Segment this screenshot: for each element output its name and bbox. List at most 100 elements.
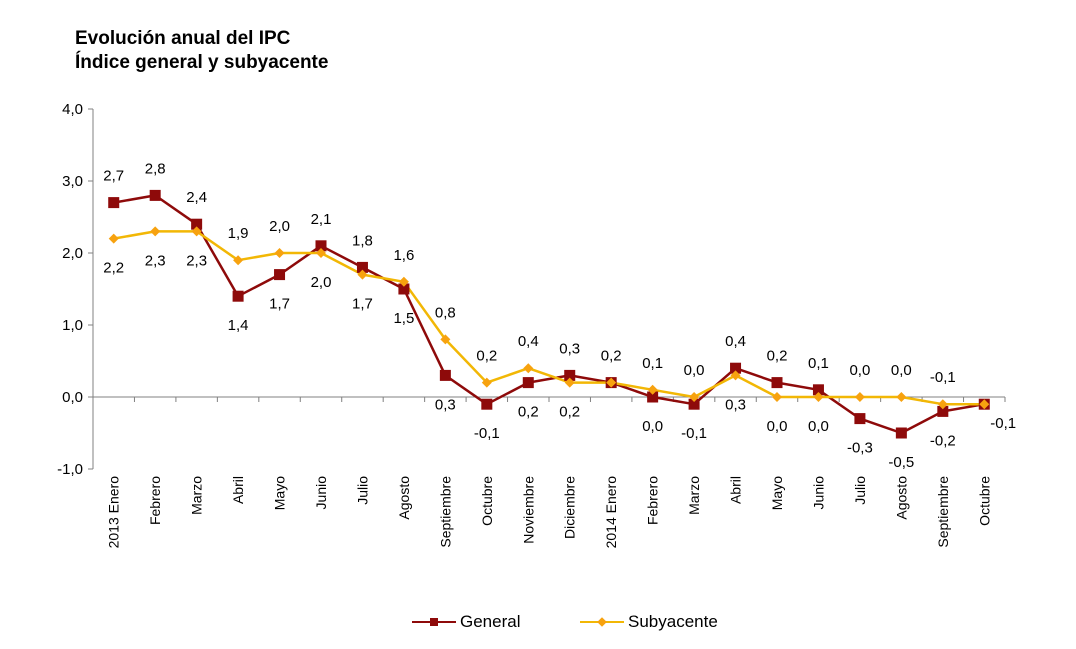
data-point-subyacente (357, 269, 368, 280)
data-label-general: 2,8 (145, 160, 166, 177)
data-point-subyacente (813, 392, 824, 402)
data-label-general: 2,4 (186, 189, 207, 206)
data-label-general: 0,2 (601, 348, 622, 365)
data-label-subyacente: -0,1 (930, 369, 956, 386)
x-tick-label: Febrero (147, 476, 163, 525)
y-tick-label: 4,0 (62, 101, 83, 118)
series-line-general (113, 194, 985, 435)
data-point-subyacente (772, 392, 782, 402)
y-tick-label: -1,0 (57, 461, 83, 478)
legend-label-subyacente: Subyacente (628, 612, 718, 631)
data-point-general (730, 362, 742, 374)
data-point-subyacente (979, 399, 990, 410)
data-label-general: 1,7 (269, 296, 290, 313)
data-label-subyacente: 0,0 (849, 362, 870, 379)
data-point-general (688, 398, 700, 410)
x-tick-label: Julio (852, 476, 868, 505)
data-label-subyacente: 2,3 (186, 252, 207, 269)
x-tick-label: Noviembre (520, 476, 536, 544)
data-label-subyacente: 2,0 (269, 218, 290, 235)
data-label-subyacente: 2,2 (103, 260, 124, 277)
data-label-general: 0,0 (642, 418, 663, 435)
data-point-subyacente (564, 377, 575, 388)
data-label-subyacente: 0,0 (808, 418, 829, 435)
data-label-general: 0,1 (808, 355, 829, 372)
data-point-subyacente (398, 276, 409, 287)
data-point-general (439, 369, 451, 381)
x-tick-label: Abril (728, 476, 744, 504)
data-point-general (191, 218, 203, 230)
x-tick-label: Octubre (976, 476, 992, 526)
data-label-general: -0,2 (930, 432, 956, 449)
data-point-subyacente (316, 248, 326, 258)
data-point-general (481, 398, 493, 410)
x-tick-label: Junio (810, 476, 826, 510)
data-point-subyacente (274, 248, 285, 258)
data-label-general: -0,1 (990, 415, 1016, 432)
data-label-subyacente: 0,2 (476, 348, 497, 365)
axes: 4,0 3,0 2,0 1,0 0,0 -1,0 2013 Enero Febrero Marz… (57, 101, 1006, 549)
data-label-subyacente: 1,9 (228, 225, 249, 242)
diamond-marker-icon (597, 617, 607, 627)
y-tick-label: 2,0 (62, 245, 83, 262)
data-point-subyacente (150, 226, 161, 237)
x-tick-label: Julio (354, 476, 370, 505)
data-point-general (854, 413, 866, 425)
data-point-subyacente (108, 233, 119, 244)
data-point-general (812, 384, 824, 396)
x-tick-label: Febrero (645, 476, 661, 525)
legend-item-subyacente: Subyacente (580, 612, 718, 632)
data-point-subyacente (689, 392, 700, 402)
data-label-general: 2,7 (103, 168, 124, 185)
data-label-general: 1,8 (352, 232, 373, 249)
data-point-subyacente (191, 226, 202, 237)
chart-subtitle: Índice general y subyacente (75, 52, 329, 73)
data-point-general (274, 269, 286, 281)
x-tick-label: Marzo (189, 476, 205, 515)
data-label-general: 1,4 (228, 317, 249, 334)
data-point-general (149, 189, 161, 201)
y-tick-label: 3,0 (62, 173, 83, 190)
data-point-general (108, 197, 120, 209)
y-tick-label: 0,0 (62, 389, 83, 406)
x-tick-label: Mayo (272, 476, 288, 510)
data-point-subyacente (523, 363, 534, 374)
data-label-subyacente: 2,0 (311, 274, 332, 291)
data-label-general: 1,5 (393, 310, 414, 327)
data-label-general: 0,3 (559, 340, 580, 357)
data-labels: 2,7 2,8 2,4 1,4 1,7 2,1 1,8 1,5 0,3 -0,1 0,2 0,3 0,2… (103, 160, 1016, 471)
data-point-general (398, 283, 410, 295)
x-tick-label: Agosto (396, 476, 412, 520)
data-label-general: -0,5 (888, 454, 914, 471)
x-tick-label: Abril (230, 476, 246, 504)
square-marker-icon (430, 618, 438, 626)
data-point-general (315, 240, 327, 252)
data-label-subyacente: 2,3 (145, 252, 166, 269)
x-tick-label: Agosto (893, 476, 909, 520)
data-point-general (895, 427, 907, 439)
x-tick-label: 2014 Enero (603, 476, 619, 549)
series-lines (113, 194, 985, 435)
x-tick-label: 2013 Enero (106, 476, 122, 549)
data-point-subyacente (937, 399, 948, 410)
x-tick-label: Diciembre (562, 476, 578, 539)
data-point-subyacente (647, 384, 658, 395)
data-label-subyacente: 0,0 (891, 362, 912, 379)
data-label-subyacente: 0,4 (518, 333, 539, 350)
data-label-subyacente: 0,8 (435, 304, 456, 321)
data-label-subyacente: 1,6 (393, 247, 414, 264)
data-label-general: -0,1 (474, 425, 500, 442)
data-point-general (522, 377, 534, 389)
data-label-subyacente: 0,0 (684, 362, 705, 379)
data-label-subyacente: 0,0 (767, 418, 788, 435)
x-tick-label: Marzo (686, 476, 702, 515)
data-point-general (564, 369, 576, 381)
legend-swatch-subyacente (580, 615, 624, 629)
data-label-general: 0,4 (725, 333, 746, 350)
data-label-subyacente: 0,2 (559, 404, 580, 421)
data-point-subyacente (730, 370, 741, 381)
x-tick-label: Mayo (769, 476, 785, 510)
x-tick-label: Octubre (479, 476, 495, 526)
data-point-general (232, 290, 244, 302)
